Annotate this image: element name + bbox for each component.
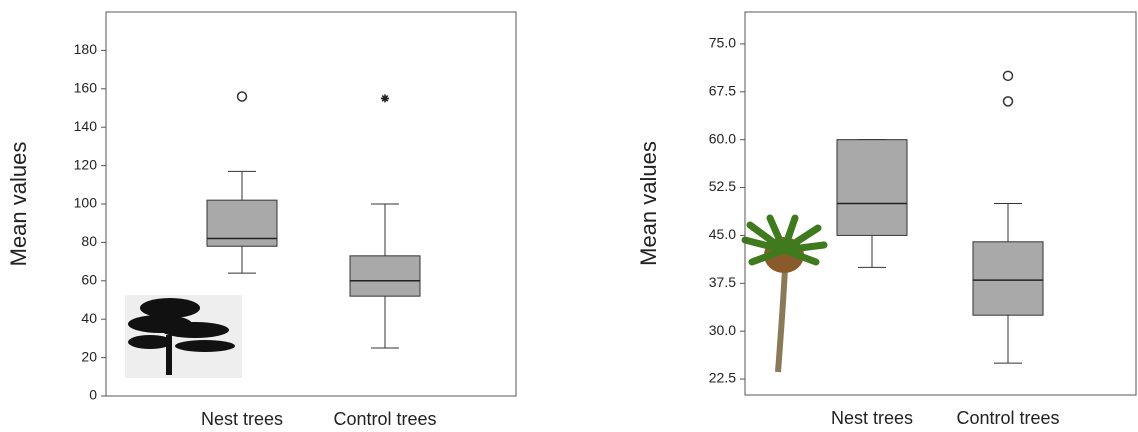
box: [206, 199, 278, 247]
y-tick-label: 20: [81, 348, 97, 364]
y-axis-label: Mean values: [636, 141, 661, 266]
plot-frame: [744, 11, 1137, 396]
y-tick-label: 22.5: [709, 370, 736, 386]
outlier: [236, 91, 248, 102]
y-tick-label: 80: [81, 233, 97, 249]
y-tick-label: 52.5: [709, 178, 736, 194]
box: [972, 241, 1044, 316]
y-tick-label: 140: [74, 118, 98, 134]
y-tick-label: 45.0: [709, 226, 736, 242]
y-tick-label: 75.0: [709, 35, 736, 51]
y-tick-label: 67.5: [709, 82, 736, 98]
x-tick-label: Nest trees: [201, 409, 283, 429]
y-tick-label: 37.5: [709, 274, 736, 290]
y-tick-label: 40: [81, 310, 97, 326]
y-tick-label: 30.0: [709, 322, 736, 338]
y-tick-label: 60.0: [709, 130, 736, 146]
x-tick-label: Control trees: [956, 408, 1059, 428]
box: [349, 255, 421, 297]
box: [836, 139, 908, 236]
y-tick-label: 60: [81, 272, 97, 288]
y-tick-label: 0: [89, 387, 97, 403]
x-tick-label: Nest trees: [831, 408, 913, 428]
extreme: [381, 94, 389, 103]
cedar-icon: [125, 295, 242, 378]
y-tick-label: 160: [74, 80, 98, 96]
outlier: [1002, 70, 1014, 82]
y-tick-label: 120: [74, 156, 98, 172]
outlier: [1002, 96, 1014, 107]
y-tick-label: 180: [74, 41, 98, 57]
x-tick-label: Control trees: [333, 409, 436, 429]
palm-icon: [741, 214, 828, 373]
y-axis-label: Mean values: [6, 142, 31, 267]
y-tick-label: 100: [74, 195, 98, 211]
